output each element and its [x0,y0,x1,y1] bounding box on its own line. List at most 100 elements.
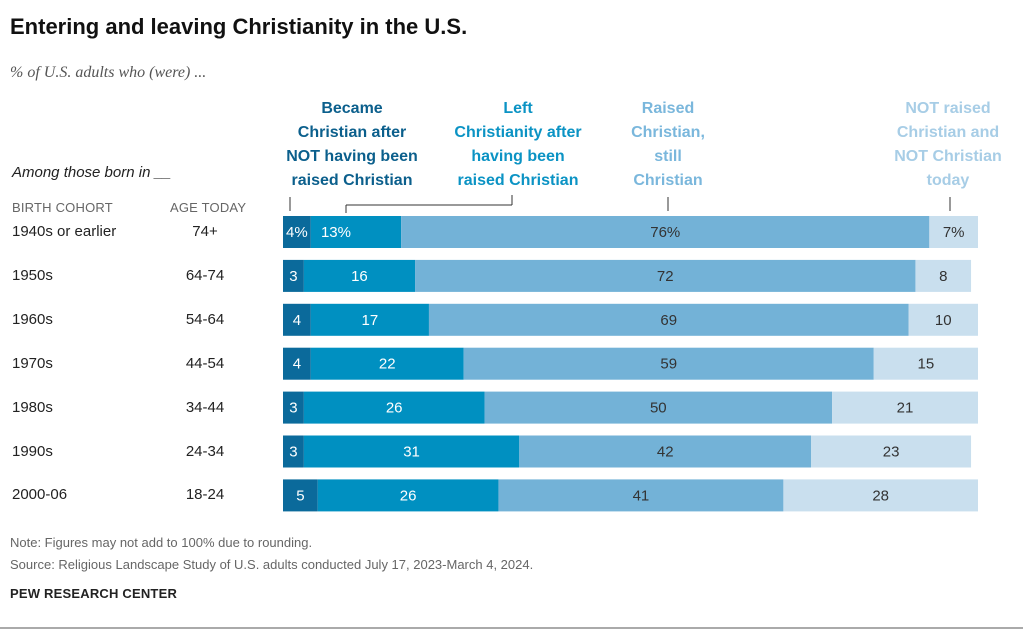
bar-segment [303,391,485,424]
row-group-label: Among those born in __ [12,164,172,181]
bar-segment [915,259,972,292]
bar-segment [484,391,833,424]
data-label: 41 [633,487,650,504]
bar-segment [519,435,812,468]
cohort-label: 1980s [12,398,53,416]
data-label: 10 [935,312,952,329]
cohort-label: 1960s [12,310,53,328]
data-label: 26 [386,400,403,417]
bar-segment [929,216,978,248]
data-label: 5 [296,487,304,504]
note: Note: Figures may not add to 100% due to… [10,535,313,550]
legend-label-4: NOT raised Christian and NOT Christian toda… [863,97,1023,193]
legend-line: having been [471,148,565,165]
data-label: 4 [293,312,301,329]
bar-segment [283,479,318,512]
data-label: 4% [286,224,308,241]
bottom-rule [0,627,1023,629]
brand-logo-text: PEW RESEARCH CENTER [10,586,178,601]
bar-segment [283,303,311,336]
cohort-label: 2000-06 [12,486,68,504]
legend-line: Christian and [896,124,1000,141]
bar-segment [283,259,304,292]
cohort-label: 1990s [12,442,53,460]
bar-segment [783,479,978,512]
age-label: 18-24 [185,486,225,504]
age-today-header: AGE TODAY [170,200,247,215]
data-label: 4 [293,356,301,373]
age-label: 54-64 [185,310,225,328]
data-label: 17 [362,312,379,329]
bar-segment [283,216,311,248]
age-label: 24-34 [185,442,225,460]
bar-segment [283,391,304,424]
bar-segment [310,347,464,380]
data-label: 21 [897,400,914,417]
legend-line: Became [321,100,383,117]
data-label: 8 [939,268,947,285]
cohort-label: 1950s [12,266,53,284]
data-label: 16 [351,268,368,285]
data-label: 15 [918,356,935,373]
bar-segment [310,303,429,336]
data-label: 59 [660,356,677,373]
legend-line: still [654,148,682,165]
source: Source: Religious Landscape Study of U.S… [10,557,534,572]
data-label: 31 [403,444,420,461]
bar-segment [832,391,978,424]
data-label: 28 [872,487,889,504]
data-label: 22 [379,356,396,373]
data-label: 72 [657,268,674,285]
data-label: 50 [650,400,667,417]
data-label: 69 [660,312,677,329]
legend-line: Raised [641,100,695,117]
chart-subtitle: % of U.S. adults who (were) ... [10,64,207,81]
age-label: 64-74 [185,266,225,284]
cohort-label: 1940s or earlier [12,223,117,240]
age-label: 34-44 [185,398,225,416]
legend-line: NOT having been [286,148,418,165]
bar-segment [283,435,304,468]
data-label: 3 [289,400,297,417]
bar-segment [415,259,916,292]
legend-line: NOT Christian [894,148,1002,165]
legend-line: today [926,172,970,189]
bar-segment [401,216,930,248]
bar-segment [317,479,499,512]
cohort-label: 1970s [12,354,53,372]
legend-label-3: Raised Christian, still Christian [583,97,753,193]
bar-segment [303,259,416,292]
chart-title: Entering and leaving Christianity in the… [10,14,468,39]
data-label: 26 [400,487,417,504]
birth-cohort-header: BIRTH COHORT [12,200,113,215]
data-label: 3 [289,444,297,461]
bar-segment [498,479,784,512]
legend-line: Christian [633,172,703,189]
age-label: 44-54 [185,354,225,372]
legend-label-2: Left Christianity after having been raised … [433,97,603,193]
legend-line: Christian after [297,124,407,141]
legend-line: Left [503,100,533,117]
data-label: 3 [289,268,297,285]
legend-line: Christian, [631,124,705,141]
bar-segment [428,303,909,336]
age-label: 74+ [192,223,218,240]
bar-segment [310,216,402,248]
data-label: 7% [943,224,965,241]
bar-segment [908,303,978,336]
data-label: 23 [883,444,900,461]
bar-segment [283,347,311,380]
bar-segment [873,347,978,380]
legend-line: raised Christian [291,172,413,189]
legend-line: NOT raised [905,100,991,117]
data-label: 42 [657,444,674,461]
bar-segment [811,435,972,468]
data-label: 76% [650,224,680,241]
data-label: 13% [321,224,351,241]
legend-line: Christianity after [454,124,582,141]
legend-line: raised Christian [457,172,579,189]
bar-segment [463,347,874,380]
legend-label-1: Became Christian after NOT having been rais… [267,97,437,193]
